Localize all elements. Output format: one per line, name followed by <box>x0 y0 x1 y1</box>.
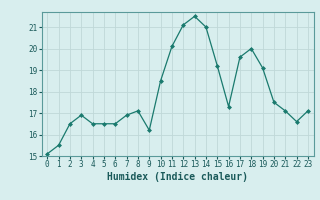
X-axis label: Humidex (Indice chaleur): Humidex (Indice chaleur) <box>107 172 248 182</box>
